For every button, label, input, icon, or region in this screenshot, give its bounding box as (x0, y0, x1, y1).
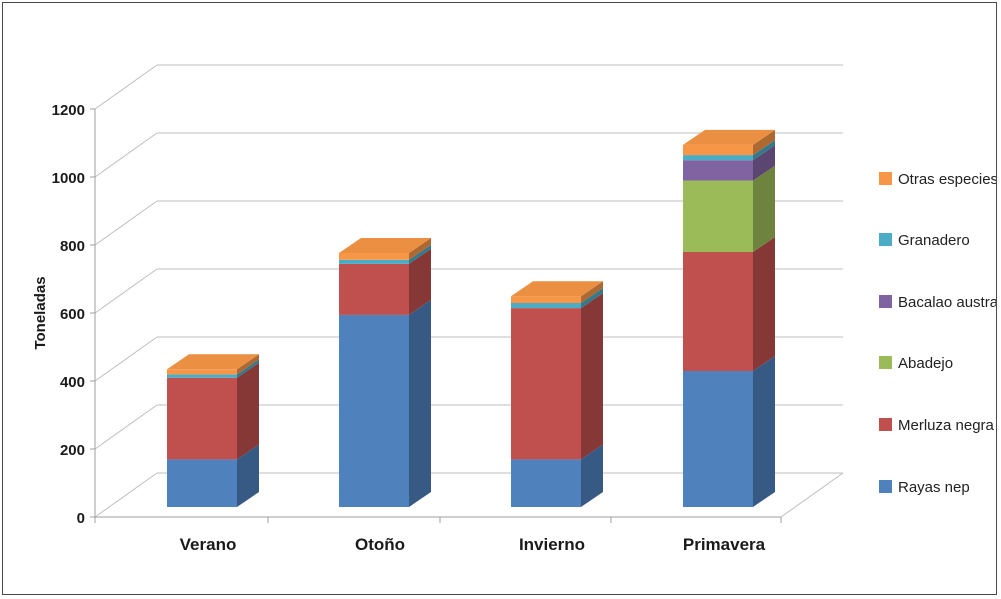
bar-front (511, 459, 581, 507)
y-tick-label: 200 (60, 442, 85, 459)
bars (167, 130, 775, 507)
bar-front (167, 459, 237, 507)
bar-side (753, 237, 775, 371)
bar-front (683, 155, 753, 160)
legend-label: Abadejo (898, 355, 953, 372)
legend-label: Merluza negra (898, 417, 995, 434)
legend: Otras especies Granadero Bacalao austral Ab… (879, 171, 996, 496)
legend-label: Granadero (898, 232, 970, 249)
x-tick-label: Verano (180, 535, 237, 554)
bar-front (683, 160, 753, 180)
legend-swatch (879, 172, 892, 185)
bar-side (581, 293, 603, 459)
legend-item: Otras especies (879, 171, 996, 188)
bar-segment-rayas-nep (683, 356, 775, 507)
bar-front (339, 253, 409, 260)
bar-side (753, 166, 775, 252)
bar-front (683, 145, 753, 155)
legend-label: Bacalao austral (898, 294, 996, 311)
grid-depth-line (95, 65, 157, 109)
y-tick-label: 800 (60, 238, 85, 255)
legend-item: Bacalao austral (879, 294, 996, 311)
y-tick-label: 1000 (52, 170, 85, 187)
bar-side (237, 363, 259, 460)
x-tick-label: Otoño (355, 535, 405, 554)
x-tick-label: Primavera (683, 535, 766, 554)
bar-side (753, 356, 775, 507)
stacked-3d-column-chart: 0 200 400 600 800 1000 1200 Toneladas Verano Otoñ… (3, 3, 996, 594)
bar-segment-rayas-nep (339, 300, 431, 507)
grid-depth-line (95, 133, 157, 177)
grid-depth-line (95, 269, 157, 313)
grid-depth-line (95, 473, 157, 517)
bar-side (409, 300, 431, 507)
bar-front (167, 374, 237, 377)
legend-swatch (879, 295, 892, 308)
floor-right-edge (781, 473, 843, 517)
y-axis-title: Toneladas (32, 276, 49, 349)
bar-front (339, 264, 409, 315)
bar-front (511, 308, 581, 459)
bar-front (511, 303, 581, 308)
bar-front (683, 252, 753, 371)
legend-swatch (879, 418, 892, 431)
legend-swatch (879, 356, 892, 369)
bar-segment-merluza-negra (511, 293, 603, 459)
legend-item: Granadero (879, 232, 970, 249)
y-tick-label: 0 (77, 510, 85, 527)
grid-depth-line (95, 201, 157, 245)
legend-swatch (879, 233, 892, 246)
bar-front (683, 181, 753, 252)
bar-front (683, 371, 753, 507)
x-tick-label: Invierno (519, 535, 585, 554)
bar-front (167, 369, 237, 374)
y-tick-label: 600 (60, 306, 85, 323)
legend-item: Rayas nep (879, 479, 970, 496)
legend-swatch (879, 480, 892, 493)
legend-label: Otras especies (898, 171, 996, 188)
legend-item: Merluza negra (879, 417, 995, 434)
legend-item: Abadejo (879, 355, 953, 372)
grid-depth-line (95, 405, 157, 449)
bar-front (339, 260, 409, 264)
bar-front (511, 296, 581, 303)
bar-front (167, 378, 237, 460)
legend-label: Rayas nep (898, 479, 970, 496)
grid-depth-line (95, 337, 157, 381)
y-tick-label: 1200 (52, 102, 85, 119)
y-tick-label: 400 (60, 374, 85, 391)
bar-front (339, 315, 409, 507)
bar-segment-merluza-negra (683, 237, 775, 371)
